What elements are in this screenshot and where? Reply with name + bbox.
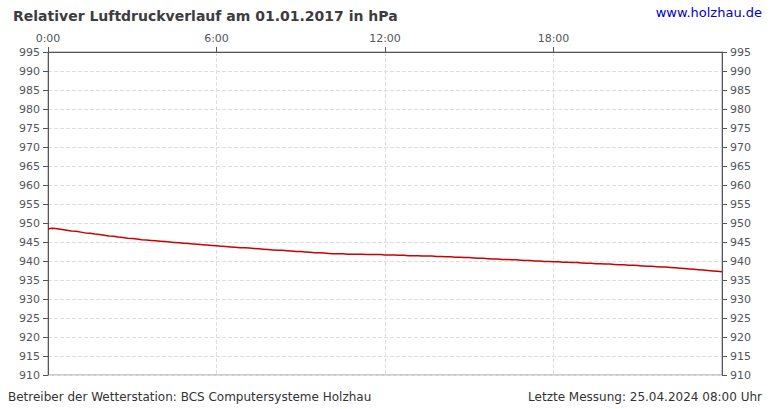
svg-text:Letzte Messung: 25.04.2024 08:: Letzte Messung: 25.04.2024 08:00 Uhr <box>528 390 762 404</box>
svg-text:950: 950 <box>19 217 40 230</box>
svg-text:970: 970 <box>19 141 40 154</box>
svg-text:955: 955 <box>730 198 751 211</box>
svg-text:925: 925 <box>730 312 751 325</box>
svg-text:940: 940 <box>730 255 751 268</box>
svg-text:Betreiber der Wetterstation: B: Betreiber der Wetterstation: BCS Compute… <box>8 390 371 404</box>
svg-text:985: 985 <box>730 84 751 97</box>
svg-text:935: 935 <box>19 274 40 287</box>
svg-text:995: 995 <box>730 46 751 59</box>
svg-text:955: 955 <box>19 198 40 211</box>
svg-text:915: 915 <box>730 350 751 363</box>
svg-text:945: 945 <box>19 236 40 249</box>
svg-text:970: 970 <box>730 141 751 154</box>
svg-text:960: 960 <box>730 179 751 192</box>
svg-text:965: 965 <box>730 160 751 173</box>
svg-text:990: 990 <box>730 65 751 78</box>
svg-text:920: 920 <box>19 331 40 344</box>
svg-text:6:00: 6:00 <box>204 32 229 45</box>
svg-text:960: 960 <box>19 179 40 192</box>
svg-text:985: 985 <box>19 84 40 97</box>
svg-text:990: 990 <box>19 65 40 78</box>
svg-text:965: 965 <box>19 160 40 173</box>
svg-text:935: 935 <box>730 274 751 287</box>
svg-text:910: 910 <box>730 369 751 382</box>
svg-text:www.holzhau.de: www.holzhau.de <box>656 5 762 20</box>
svg-text:950: 950 <box>730 217 751 230</box>
svg-text:920: 920 <box>730 331 751 344</box>
svg-text:930: 930 <box>19 293 40 306</box>
svg-text:975: 975 <box>19 122 40 135</box>
svg-text:980: 980 <box>19 103 40 116</box>
svg-text:12:00: 12:00 <box>369 32 401 45</box>
svg-text:975: 975 <box>730 122 751 135</box>
svg-text:930: 930 <box>730 293 751 306</box>
svg-text:980: 980 <box>730 103 751 116</box>
svg-text:940: 940 <box>19 255 40 268</box>
svg-text:995: 995 <box>19 46 40 59</box>
svg-text:925: 925 <box>19 312 40 325</box>
svg-text:0:00: 0:00 <box>36 32 61 45</box>
svg-text:Relativer Luftdruckverlauf am: Relativer Luftdruckverlauf am 01.01.2017… <box>13 8 398 24</box>
svg-text:945: 945 <box>730 236 751 249</box>
svg-text:915: 915 <box>19 350 40 363</box>
svg-text:910: 910 <box>19 369 40 382</box>
svg-text:18:00: 18:00 <box>538 32 570 45</box>
